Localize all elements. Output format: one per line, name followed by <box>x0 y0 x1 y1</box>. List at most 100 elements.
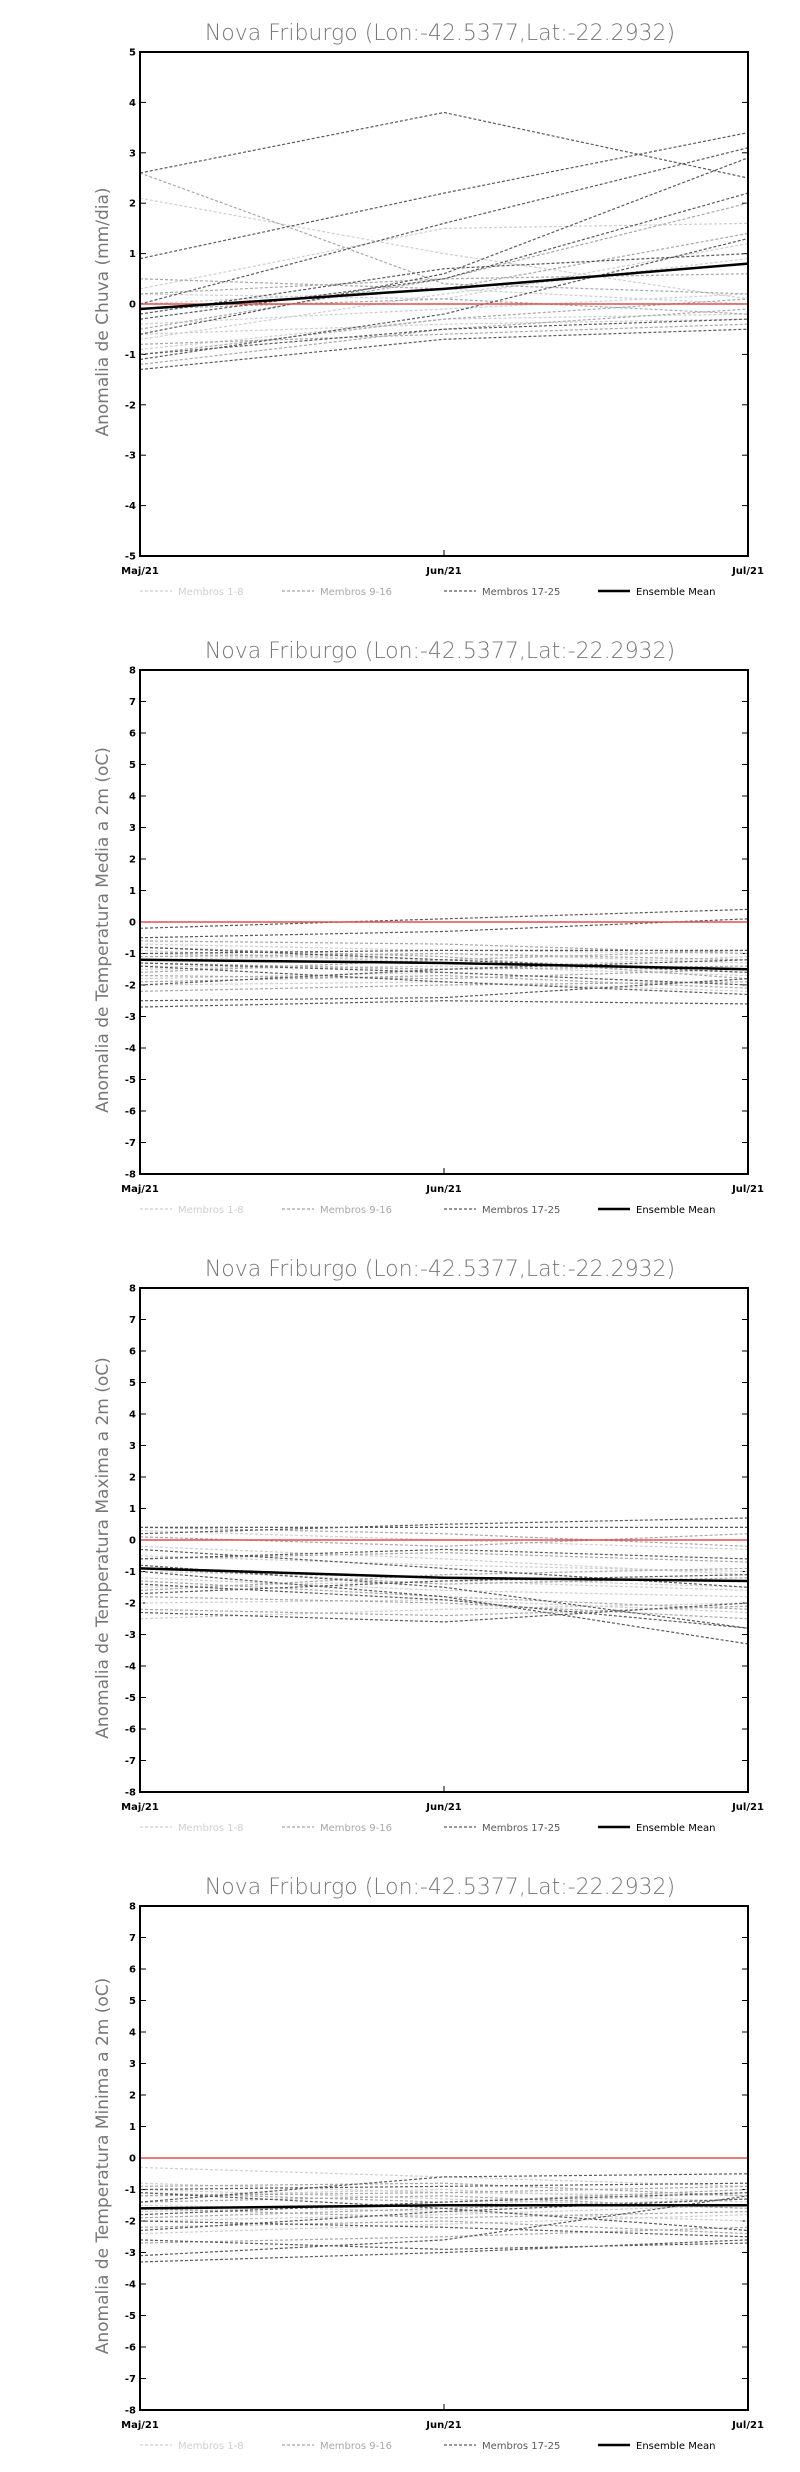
member-line <box>139 308 749 366</box>
chart-temp-max: Nova Friburgo (Lon:-42.5377,Lat:-22.2932… <box>93 1257 764 1834</box>
y-tick-label: 2 <box>129 855 136 866</box>
member-line <box>139 293 749 325</box>
member-line <box>139 1551 749 1563</box>
chart-legend: Membros 1-8 Membros 9-16 Membros 17-25 E… <box>178 587 715 598</box>
y-tick-label: -4 <box>125 2280 136 2291</box>
y-tick-label: -2 <box>125 1599 136 1610</box>
x-tick-label: Jul/21 <box>731 2420 764 2431</box>
y-tick-label: 3 <box>129 2059 136 2070</box>
y-axis-label: Anomalia de Chuva (mm/dia) <box>93 187 113 436</box>
member-line <box>139 946 749 980</box>
member-line <box>139 2188 749 2203</box>
y-tick-label: -1 <box>125 2185 136 2196</box>
y-tick-label: 2 <box>129 199 136 210</box>
member-line <box>139 1583 749 1629</box>
y-tick-label: 4 <box>129 2028 136 2039</box>
ensemble-mean-line <box>139 2204 748 2210</box>
member-line <box>139 2204 749 2222</box>
member-line <box>139 918 749 939</box>
y-tick-label: 3 <box>129 823 136 834</box>
member-line <box>139 202 749 295</box>
x-tick-label: Maj/21 <box>121 566 159 577</box>
chart-title: Nova Friburgo (Lon:-42.5377,Lat:-22.2932… <box>205 21 675 46</box>
member-line <box>139 952 749 964</box>
member-line <box>139 318 749 355</box>
member-line <box>139 1555 749 1573</box>
member-line <box>139 1580 749 1610</box>
legend-label: Membros 1-8 <box>178 2441 244 2452</box>
y-tick-label: -8 <box>125 1788 136 1799</box>
chart-panel-temp-mean: Nova Friburgo (Lon:-42.5377,Lat:-22.2932… <box>0 618 800 1236</box>
y-tick-label: 1 <box>129 1504 136 1515</box>
member-line <box>139 949 749 973</box>
chart-panel-temp-min: Nova Friburgo (Lon:-42.5377,Lat:-22.2932… <box>0 1854 800 2472</box>
legend-label: Membros 1-8 <box>178 1823 244 1834</box>
y-tick-label: 2 <box>129 2091 136 2102</box>
y-tick-label: 0 <box>129 300 136 311</box>
y-axis-label: Anomalia de Temperatura Media a 2m (oC) <box>93 747 113 1113</box>
x-tick-label: Jun/21 <box>425 1802 462 1813</box>
x-tick-label: Jun/21 <box>425 566 462 577</box>
member-line <box>139 2195 749 2257</box>
legend-label: Ensemble Mean <box>636 1823 715 1834</box>
legend-label: Membros 9-16 <box>320 1205 392 1216</box>
y-tick-label: 7 <box>129 1933 136 1944</box>
member-line <box>139 2226 749 2244</box>
y-tick-label: 6 <box>129 1347 136 1358</box>
chart-legend: Membros 1-8 Membros 9-16 Membros 17-25 E… <box>178 1823 715 1834</box>
member-line <box>139 1602 749 1623</box>
y-tick-label: -7 <box>125 2374 136 2385</box>
chart-temp-min: Nova Friburgo (Lon:-42.5377,Lat:-22.2932… <box>93 1875 764 2452</box>
member-line <box>139 2239 749 2250</box>
x-tick-label: Maj/21 <box>121 1184 159 1195</box>
y-tick-label: 7 <box>129 1315 136 1326</box>
x-tick-label: Jun/21 <box>425 2420 462 2431</box>
plot-frame <box>139 1905 749 2411</box>
member-line <box>139 1548 749 1560</box>
chart-panel-temp-max: Nova Friburgo (Lon:-42.5377,Lat:-22.2932… <box>0 1236 800 1854</box>
y-tick-label: 5 <box>129 48 136 59</box>
member-line <box>139 1000 749 1008</box>
y-tick-label: -3 <box>125 1012 136 1023</box>
member-line <box>139 237 749 361</box>
member-line <box>139 2182 749 2197</box>
y-tick-label: 8 <box>129 666 136 677</box>
y-tick-label: -5 <box>125 1075 136 1086</box>
legend-label: Membros 17-25 <box>482 2441 560 2452</box>
y-tick-label: -3 <box>125 2248 136 2259</box>
member-line <box>139 1599 749 1614</box>
ensemble-mean-line <box>139 1567 749 1583</box>
y-tick-label: -6 <box>125 1107 136 1118</box>
y-tick-label: -3 <box>125 451 136 462</box>
member-line <box>139 2192 749 2213</box>
y-tick-label: 4 <box>129 1410 136 1421</box>
member-line <box>139 952 749 961</box>
y-tick-label: 5 <box>129 1996 136 2007</box>
y-axis-label: Anomalia de Temperatura Maxima a 2m (oC) <box>93 1357 113 1739</box>
x-tick-label: Maj/21 <box>121 2420 159 2431</box>
y-tick-label: -1 <box>125 1567 136 1578</box>
member-line <box>139 1577 749 1598</box>
y-tick-label: -2 <box>125 400 136 411</box>
y-tick-label: -2 <box>125 2217 136 2228</box>
y-tick-label: 5 <box>129 1378 136 1389</box>
y-tick-label: -8 <box>125 1170 136 1181</box>
member-line <box>139 157 749 335</box>
member-line <box>139 968 749 980</box>
legend-label: Ensemble Mean <box>636 587 715 598</box>
member-line <box>139 2214 749 2235</box>
legend-label: Membros 1-8 <box>178 587 244 598</box>
member-line <box>139 1517 749 1535</box>
plot-frame <box>139 51 749 557</box>
y-tick-label: 7 <box>129 697 136 708</box>
y-tick-label: -6 <box>125 2343 136 2354</box>
legend-label: Membros 9-16 <box>320 1823 392 1834</box>
legend-label: Membros 9-16 <box>320 587 392 598</box>
member-line <box>139 258 749 340</box>
chart-title: Nova Friburgo (Lon:-42.5377,Lat:-22.2932… <box>205 639 675 664</box>
member-line <box>139 147 749 305</box>
member-line <box>139 2239 749 2263</box>
member-line <box>139 2220 749 2235</box>
member-line <box>139 2198 749 2219</box>
